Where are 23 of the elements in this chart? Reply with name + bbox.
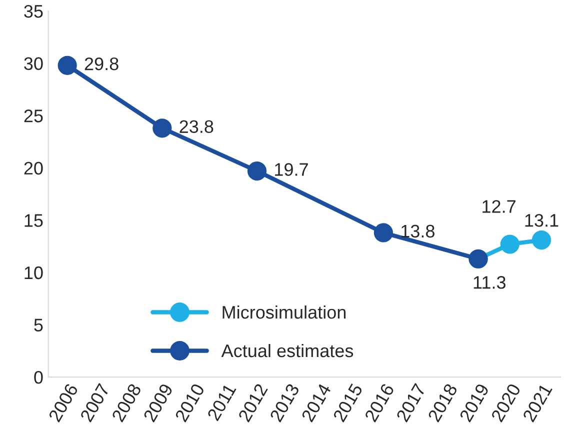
point (374, 223, 393, 242)
point (152, 118, 172, 138)
y-tick-label: 35 (24, 4, 43, 18)
y-tick-label: 15 (24, 214, 43, 227)
y-tick-label: 5 (34, 318, 43, 332)
point (247, 161, 267, 181)
point (58, 56, 77, 75)
y-tick-label: 10 (24, 266, 43, 280)
legend-label: Microsimulation (222, 305, 346, 319)
data-label: 12.7 (482, 200, 516, 213)
y-tick-label: 0 (34, 370, 43, 384)
point (532, 230, 552, 250)
data-label: 19.7 (275, 163, 308, 176)
data-label: 29.8 (84, 57, 118, 70)
y-tick-label: 20 (24, 162, 43, 175)
data-label: 11.3 (474, 276, 506, 289)
data-label: 23.8 (180, 120, 214, 133)
data-label: 13.1 (525, 214, 558, 227)
y-tick-label: 25 (24, 110, 43, 122)
point (500, 234, 520, 254)
data-label: 13.8 (401, 224, 434, 238)
y-tick-label: 30 (24, 57, 43, 70)
legend-label: Actual estimates (221, 344, 354, 358)
